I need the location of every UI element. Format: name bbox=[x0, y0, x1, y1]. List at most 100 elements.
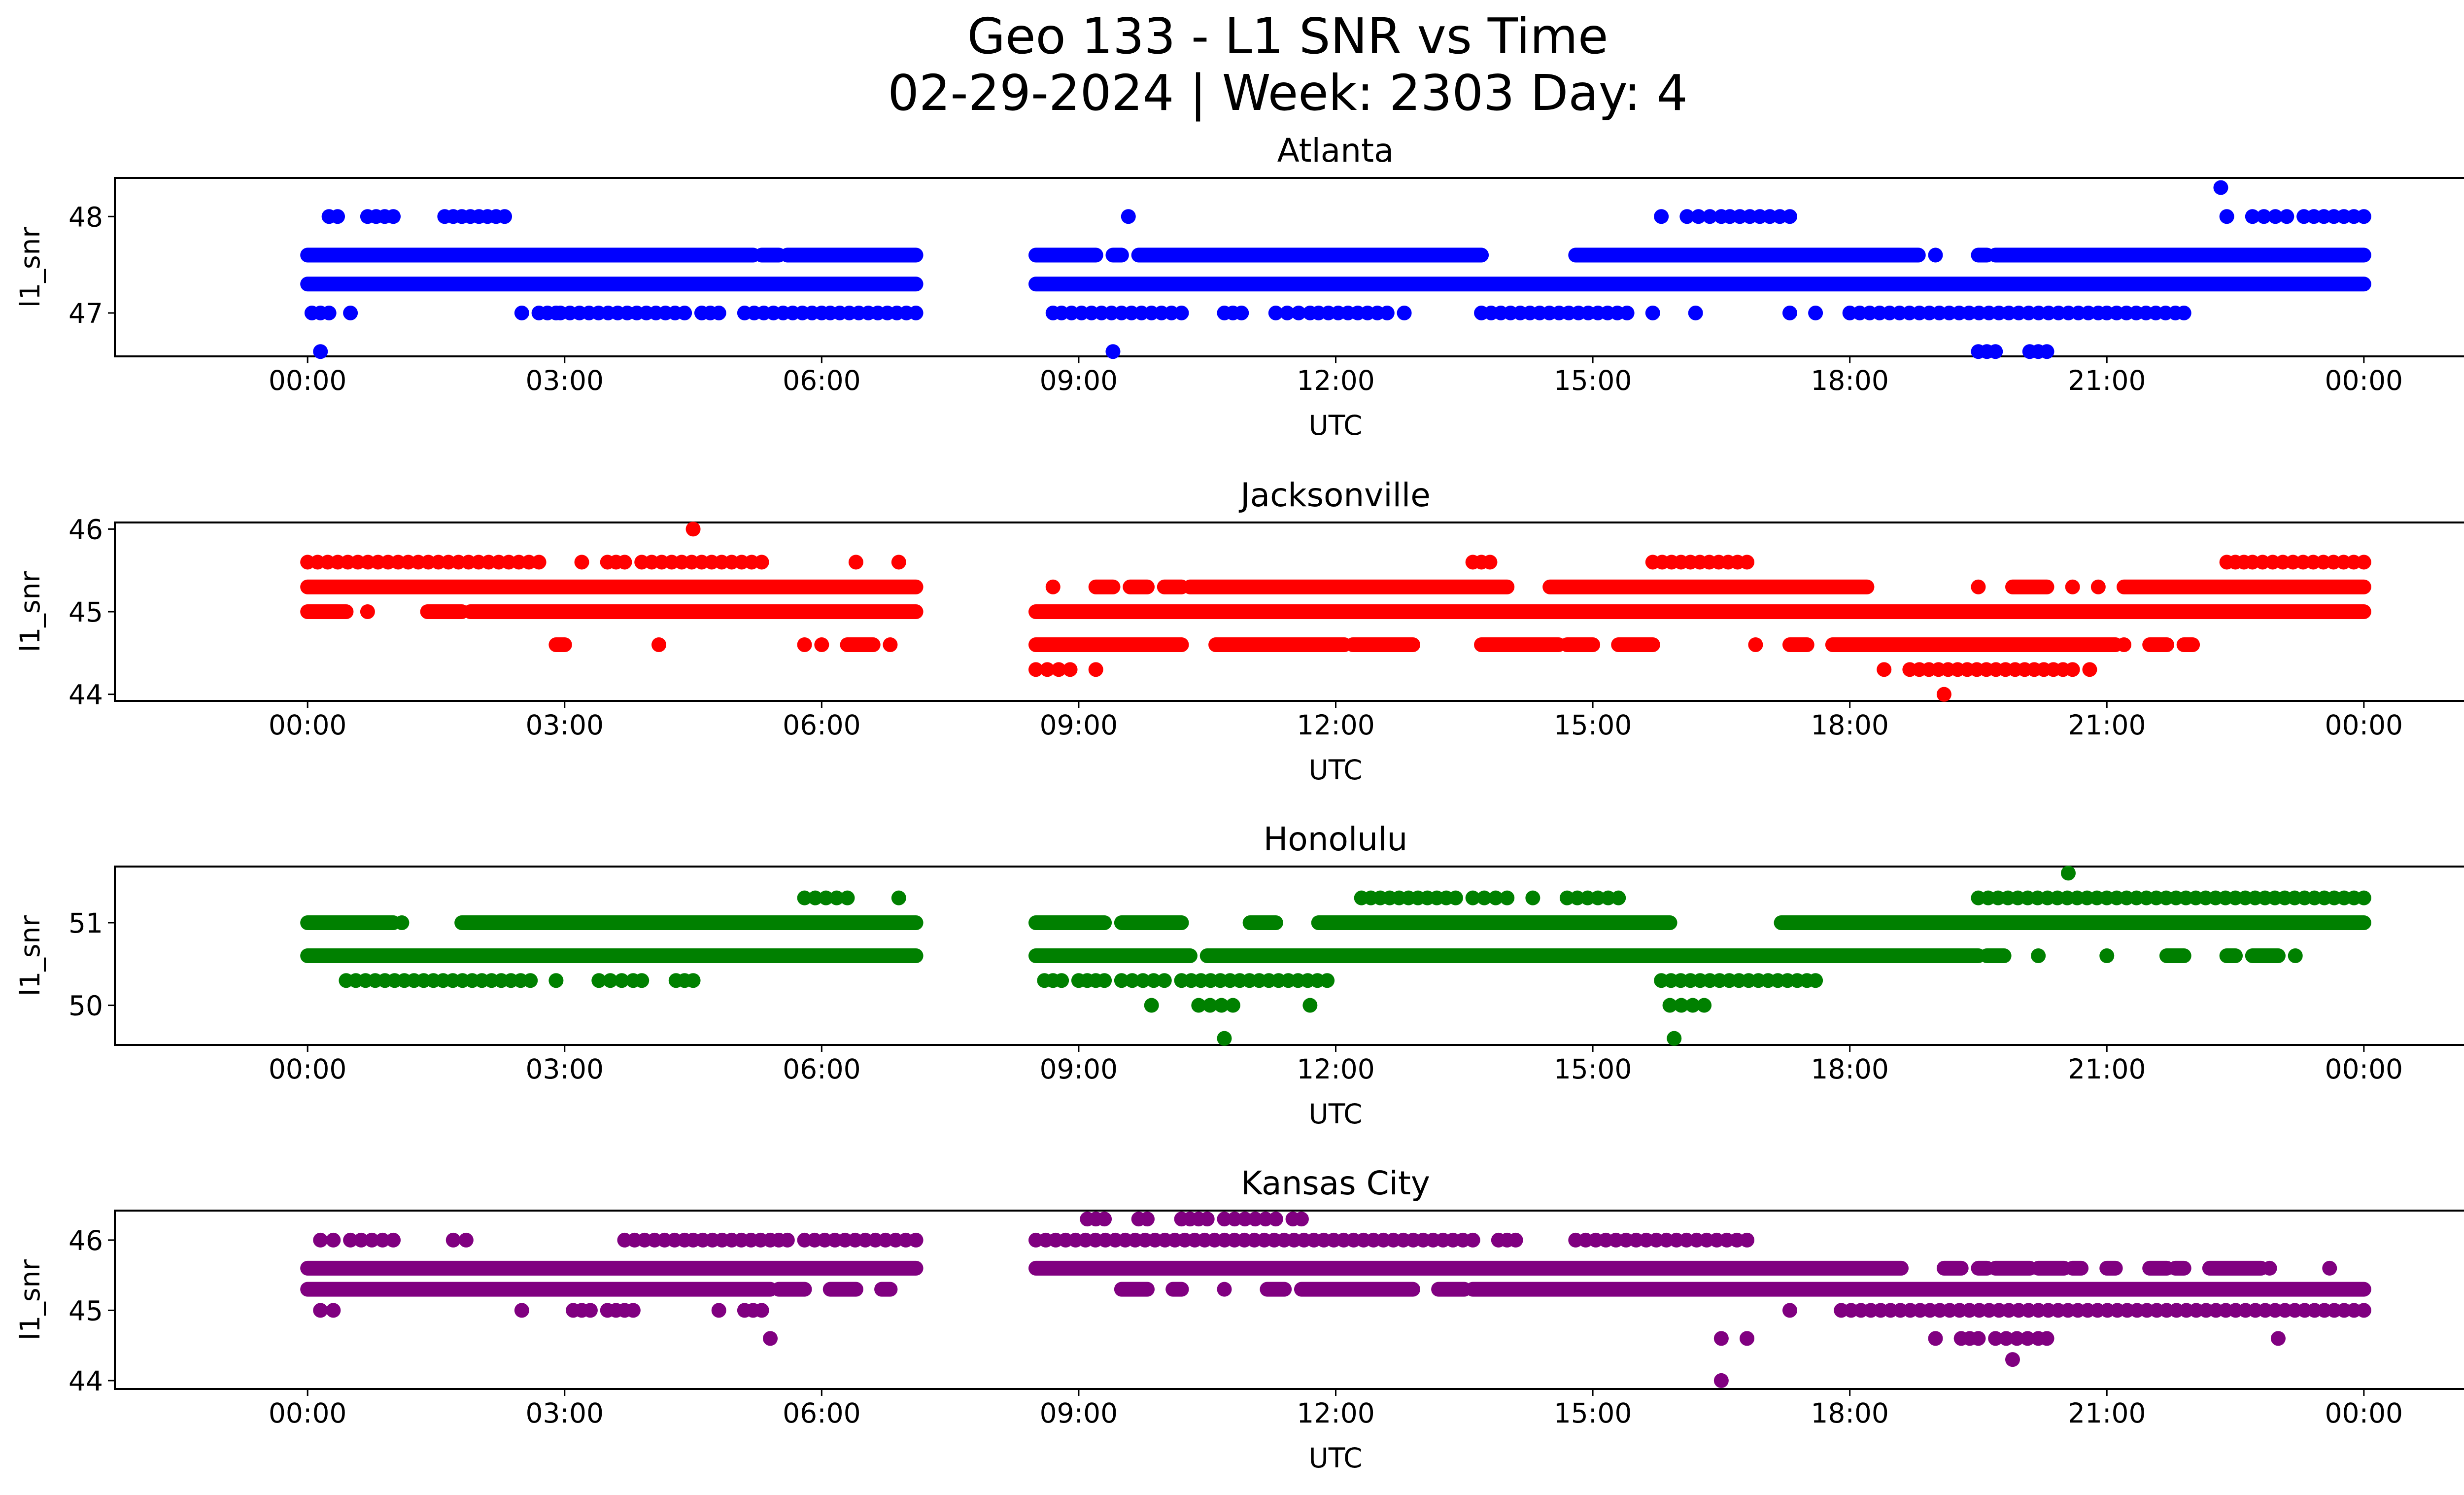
scatter-point bbox=[1580, 890, 1595, 905]
scatter-point bbox=[1988, 1331, 2003, 1346]
scatter-point bbox=[1062, 662, 1078, 677]
scatter-point bbox=[2065, 579, 2080, 594]
scatter-point bbox=[375, 1232, 390, 1248]
scatter-point bbox=[1294, 1212, 1309, 1227]
scatter-point bbox=[1191, 998, 1206, 1013]
x-tick-label: 09:00 bbox=[1040, 709, 1118, 741]
x-tick-label: 18:00 bbox=[1811, 709, 1889, 741]
scatter-point bbox=[763, 1331, 778, 1346]
scatter-point bbox=[1662, 998, 1677, 1013]
scatter-point bbox=[2031, 948, 2046, 963]
x-tick-label: 03:00 bbox=[526, 365, 604, 396]
panel-atlanta: Atlanta UTC l1_snr 00:00 03:00 06:00 09:00 1… bbox=[14, 132, 2464, 441]
x-tick-label: 21:00 bbox=[2068, 365, 2146, 396]
scatter-point bbox=[837, 1232, 853, 1248]
panel-jacksonville: Jacksonville UTC l1_snr 00:00 03:00 06:00 0… bbox=[14, 476, 2464, 786]
scatter-point bbox=[321, 305, 337, 320]
scatter-point bbox=[1217, 1282, 1232, 1297]
x-tick-label: 06:00 bbox=[783, 365, 861, 396]
scatter-point bbox=[1234, 305, 1249, 320]
scatter-point bbox=[1679, 209, 1695, 224]
scatter-point bbox=[1125, 973, 1140, 988]
y-tick-label: 44 bbox=[68, 1365, 103, 1397]
scatter-point bbox=[2262, 1260, 2277, 1276]
scatter-point bbox=[2176, 305, 2191, 320]
scatter-point bbox=[797, 637, 812, 653]
x-axis-label-honolulu: UTC bbox=[1308, 1098, 1362, 1130]
scatter-point bbox=[313, 344, 328, 359]
x-tick-label: 15:00 bbox=[1554, 1397, 1632, 1429]
scatter-point bbox=[807, 1232, 822, 1248]
scatter-point bbox=[634, 973, 650, 988]
scatter-point bbox=[848, 1232, 863, 1248]
scatter-point bbox=[1135, 973, 1151, 988]
figure-title-line1: Geo 133 - L1 SNR vs Time bbox=[967, 7, 1608, 65]
scatter-point bbox=[625, 1303, 641, 1318]
y-axis-label-kansas-city: l1_snr bbox=[14, 1259, 46, 1340]
scatter-point bbox=[1199, 1212, 1215, 1227]
x-tick-label: 06:00 bbox=[783, 1397, 861, 1429]
scatter-point bbox=[1713, 1373, 1729, 1388]
scatter-point bbox=[523, 973, 538, 988]
scatter-point bbox=[1088, 662, 1103, 677]
scatter-point bbox=[1268, 305, 1283, 320]
x-tick-label: 09:00 bbox=[1040, 1397, 1118, 1429]
scatter-point bbox=[857, 1232, 873, 1248]
scatter-point bbox=[2346, 555, 2361, 570]
x-tick-label: 00:00 bbox=[269, 1397, 347, 1429]
scatter-point bbox=[2275, 555, 2291, 570]
y-tick-label: 46 bbox=[68, 514, 103, 545]
scatter-point bbox=[1971, 1331, 1986, 1346]
scatter-point bbox=[883, 637, 898, 653]
scatter-point bbox=[1217, 1212, 1232, 1227]
scatter-point bbox=[2245, 555, 2260, 570]
scatter-point bbox=[614, 973, 629, 988]
scatter-point bbox=[2270, 1331, 2286, 1346]
scatter-point bbox=[1570, 890, 1585, 905]
scatter-point bbox=[2356, 1303, 2371, 1318]
scatter-point bbox=[2213, 180, 2228, 195]
x-tick-label: 18:00 bbox=[1811, 365, 1889, 396]
scatter-point bbox=[1998, 1331, 2014, 1346]
x-tick-label: 00:00 bbox=[2325, 1053, 2403, 1085]
scatter-point bbox=[574, 555, 589, 570]
scatter-point bbox=[360, 604, 375, 619]
scatter-point bbox=[343, 1232, 358, 1248]
x-tick-label: 18:00 bbox=[1811, 1053, 1889, 1085]
scatter-point bbox=[685, 522, 701, 537]
scatter-point bbox=[1279, 305, 1295, 320]
x-tick-label: 21:00 bbox=[2068, 1397, 2146, 1429]
y-axis-label-jacksonville: l1_snr bbox=[14, 571, 46, 652]
x-ticks-kansas-city: 00:00 03:00 06:00 09:00 12:00 15:00 18:00 21:00… bbox=[269, 1389, 2403, 1429]
scatter-point bbox=[1936, 687, 1951, 702]
scatter-point bbox=[651, 637, 667, 653]
scatter-point bbox=[353, 1232, 369, 1248]
scatter-point bbox=[1691, 209, 1706, 224]
scatter-point bbox=[1051, 662, 1066, 677]
scatter-point bbox=[2219, 209, 2234, 224]
y-tick-label: 46 bbox=[68, 1225, 103, 1256]
scatter-point bbox=[2356, 209, 2371, 224]
scatter-point bbox=[2256, 209, 2271, 224]
scatter-point bbox=[1488, 890, 1504, 905]
panel-title-atlanta: Atlanta bbox=[1277, 132, 1394, 170]
x-tick-label: 00:00 bbox=[2325, 365, 2403, 396]
scatter-point bbox=[531, 555, 547, 570]
x-axis-label-kansas-city: UTC bbox=[1308, 1442, 1362, 1474]
scatter-point bbox=[1144, 998, 1159, 1013]
scatter-point bbox=[754, 1303, 769, 1318]
scatter-point bbox=[603, 973, 618, 988]
scatter-point bbox=[1157, 973, 1172, 988]
scatter-point bbox=[2322, 1260, 2337, 1276]
scatter-point bbox=[458, 1232, 474, 1248]
y-ticks-honolulu: 50 51 bbox=[68, 907, 115, 1022]
scatter-point bbox=[817, 1232, 832, 1248]
scatter-point bbox=[1214, 998, 1229, 1013]
scatter-point bbox=[1028, 662, 1043, 677]
scatter-point bbox=[797, 890, 812, 905]
scatter-point bbox=[1782, 305, 1797, 320]
scatter-point bbox=[1782, 209, 1797, 224]
scatter-point bbox=[1302, 998, 1318, 1013]
scatter-point bbox=[677, 305, 692, 320]
